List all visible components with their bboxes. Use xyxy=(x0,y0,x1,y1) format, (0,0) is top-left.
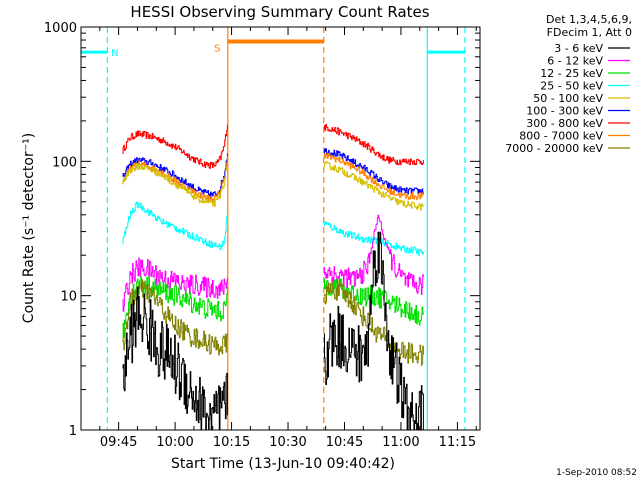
series-line xyxy=(122,124,228,169)
x-tick-label: 10:45 xyxy=(326,435,363,450)
series-800-7000-kev xyxy=(122,153,424,204)
series-line xyxy=(323,279,424,366)
y-tick-label: 1000 xyxy=(44,21,77,36)
n-mark-label: N xyxy=(111,48,118,59)
series-line xyxy=(122,201,228,250)
legend-entry-label: 100 - 300 keV xyxy=(526,105,603,118)
legend-entry-label: 3 - 6 keV xyxy=(554,42,603,55)
x-tick-label: 10:30 xyxy=(269,435,306,450)
legend-entry-label: 25 - 50 keV xyxy=(540,80,603,93)
series-line xyxy=(122,287,228,431)
x-tick-label: 09:45 xyxy=(100,435,137,450)
axes-layer: 09:45 10:00 10:15 10:30 10:45 11:00 11:15 1 10 10… xyxy=(44,21,480,450)
series-7000-20000-kev xyxy=(122,279,424,366)
x-tick-label: 10:00 xyxy=(156,435,193,450)
series-line xyxy=(122,162,228,207)
footer-date: 1-Sep-2010 08:52 xyxy=(556,468,637,478)
x-axis-label: Start Time (13-Jun-10 09:40:42) xyxy=(171,456,395,472)
y-tick-label: 100 xyxy=(52,155,77,170)
series-line xyxy=(323,124,424,166)
series-line xyxy=(323,153,424,201)
series-3-6-kev xyxy=(122,231,424,431)
series-50-100-kev xyxy=(122,161,424,211)
legend-entry-label: 50 - 100 keV xyxy=(533,92,603,105)
legend-entry-label: 300 - 800 keV xyxy=(526,117,603,130)
series-6-12-kev xyxy=(122,214,424,312)
series-300-800-kev xyxy=(122,124,424,169)
series-line xyxy=(323,161,424,211)
chart-title: HESSI Observing Summary Count Rates xyxy=(130,3,429,21)
series-layer xyxy=(122,124,424,431)
y-tick-label: 10 xyxy=(60,290,77,305)
plot-frame xyxy=(80,26,481,431)
x-tick-label: 11:15 xyxy=(439,435,476,450)
series-line xyxy=(122,257,228,312)
x-tick-label: 11:00 xyxy=(382,435,419,450)
y-tick-label: 1 xyxy=(69,424,77,439)
legend-entry-label: 12 - 25 keV xyxy=(540,67,603,80)
series-line xyxy=(122,279,228,356)
legend: Det 1,3,4,5,6,9,FDecim 1, Att 0 3 - 6 keV… xyxy=(505,13,632,155)
series-line xyxy=(122,275,228,343)
legend-entry-label: 800 - 7000 keV xyxy=(519,130,603,143)
series-line xyxy=(323,214,424,295)
legend-entry-label: 7000 - 20000 keV xyxy=(505,142,603,155)
series-line xyxy=(323,231,424,431)
y-axis-label: Count Rate (s⁻¹ detector⁻¹) xyxy=(21,133,37,323)
legend-entry-label: 6 - 12 keV xyxy=(547,55,603,68)
x-tick-label: 10:15 xyxy=(213,435,250,450)
legend-header: FDecim 1, Att 0 xyxy=(547,26,632,39)
series-line xyxy=(323,148,424,195)
series-line xyxy=(122,153,228,198)
s-mark-label: S xyxy=(214,43,220,54)
legend-header: Det 1,3,4,5,6,9, xyxy=(546,13,632,26)
